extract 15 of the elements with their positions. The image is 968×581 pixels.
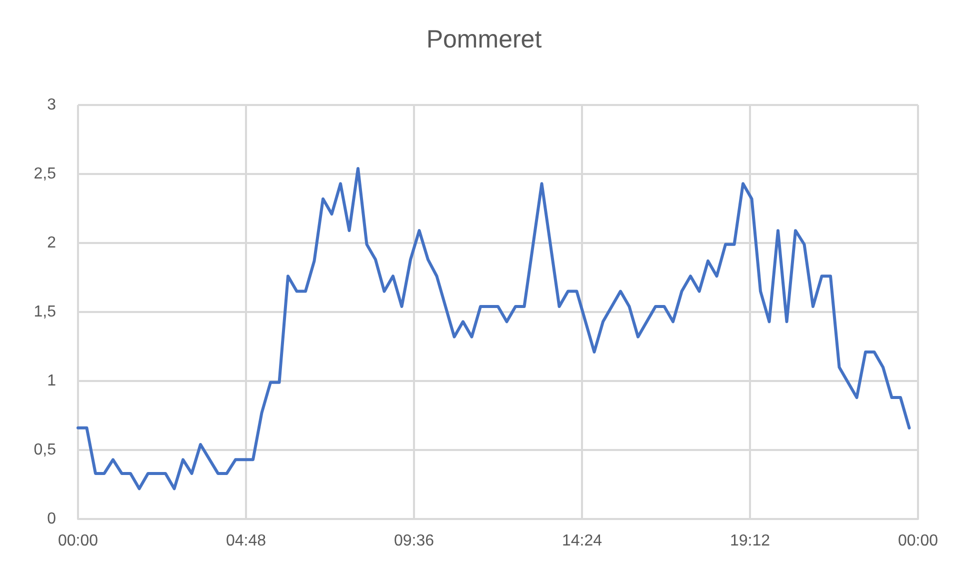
x-tick-label: 14:24 bbox=[562, 532, 602, 550]
y-tick-label: 3 bbox=[47, 96, 56, 114]
y-tick-label: 1 bbox=[47, 372, 56, 390]
x-tick-label: 00:00 bbox=[58, 532, 98, 550]
line-series bbox=[76, 166, 911, 490]
chart-title: Pommeret bbox=[426, 26, 542, 54]
y-tick-label: 0 bbox=[47, 510, 56, 528]
x-tick-label: 04:48 bbox=[226, 532, 266, 550]
y-tick-label: 0,5 bbox=[34, 442, 56, 458]
x-tick-label: 19:12 bbox=[730, 532, 770, 550]
y-tick-label: 1,5 bbox=[34, 304, 56, 320]
y-tick-label: 2 bbox=[47, 234, 56, 252]
x-tick-label: 09:36 bbox=[394, 532, 434, 550]
x-tick-label: 00:00 bbox=[898, 532, 938, 550]
y-tick-label: 2,5 bbox=[34, 166, 56, 182]
